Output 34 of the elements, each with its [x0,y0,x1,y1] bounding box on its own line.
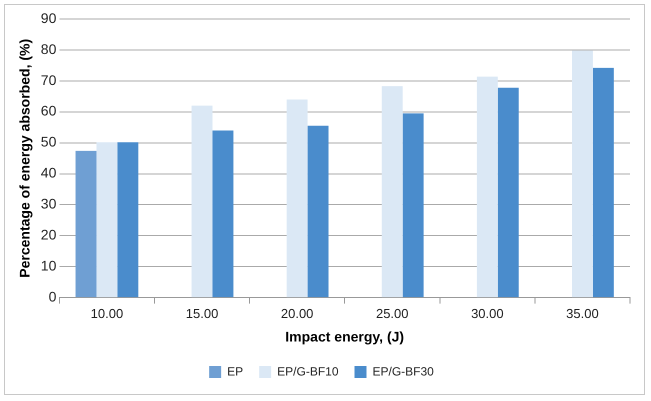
bar [212,130,234,298]
y-axis-title: Percentage of energy absorbed, (%) [16,38,32,278]
bar [592,68,614,298]
legend-label: EP [227,364,244,378]
x-axis-title: Impact energy, (J) [285,328,404,344]
y-tick-label: 20 [40,226,57,243]
legend-label: EP/G-BF10 [277,364,339,378]
y-tick-label: 60 [40,102,57,119]
y-tick-label: 50 [40,134,57,150]
bar [402,113,424,298]
y-tick-label: 70 [40,72,57,88]
bar [382,86,403,298]
bar [117,142,138,298]
bar [308,126,329,298]
bar [192,106,212,298]
bar [572,50,593,298]
x-tick-label: 10.00 [90,306,124,321]
bar [286,99,308,298]
bar [476,76,498,298]
y-tick-label: 30 [40,196,57,212]
bar [76,150,96,298]
y-tick-label: 0 [48,288,57,304]
bar [498,88,519,298]
x-tick-label: 25.00 [376,306,409,321]
y-tick-label: 40 [40,164,57,181]
y-tick-label: 80 [40,40,57,57]
bar [96,142,118,298]
x-tick-label: 30.00 [471,306,504,321]
y-tick-label: 90 [40,10,57,26]
x-tick-label: 15.00 [186,306,218,321]
x-tick-label: 35.00 [566,306,599,321]
x-tick-label: 20.00 [280,306,314,321]
y-tick-label: 10 [40,258,57,274]
legend-label: EP/G-BF30 [372,364,434,378]
